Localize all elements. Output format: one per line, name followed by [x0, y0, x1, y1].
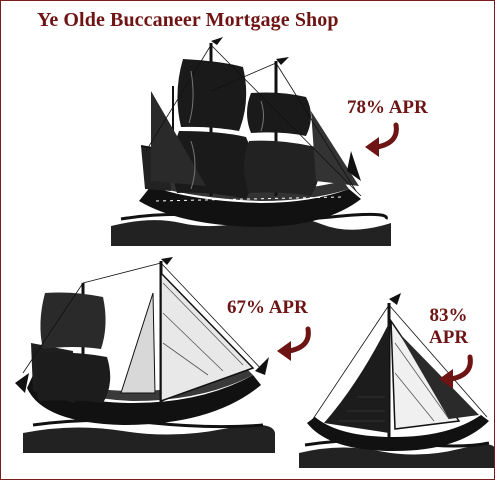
- caravel-ship-left-illustration: [15, 257, 275, 453]
- apr-rate-value: 83%: [429, 305, 468, 326]
- curved-arrow-icon: [365, 122, 399, 157]
- apr-rate-suffix: APR: [429, 326, 469, 348]
- apr-rate-label: 78% APR: [347, 97, 428, 118]
- curved-arrow-icon: [439, 354, 473, 389]
- apr-rate-label: 67% APR: [227, 297, 308, 318]
- sloop-ship-right-illustration: [299, 293, 494, 468]
- shop-title: Ye Olde Buccaneer Mortgage Shop: [37, 9, 339, 31]
- galleon-ship-top-illustration: [111, 37, 391, 246]
- curved-arrow-icon: [277, 326, 311, 361]
- apr-rate-label: 83% APR: [429, 305, 468, 349]
